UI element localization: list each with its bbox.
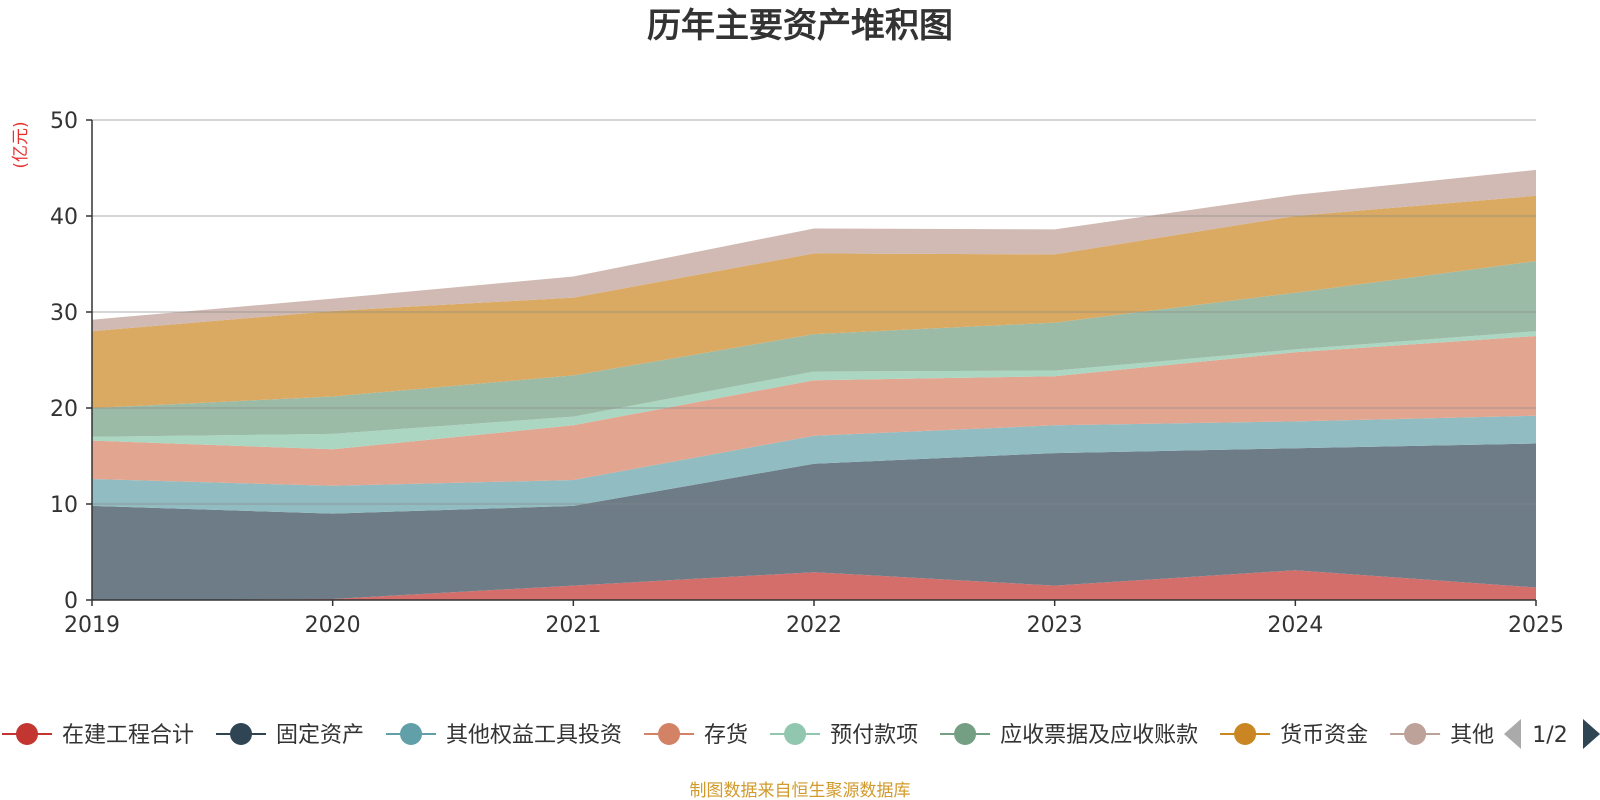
area-series-4 — [92, 331, 1536, 450]
area-series — [92, 169, 1536, 600]
y-tick-label: 10 — [50, 493, 78, 518]
y-tick-label: 0 — [64, 589, 78, 614]
area-series-3 — [92, 336, 1536, 486]
legend-item-3[interactable]: 存货 — [644, 723, 748, 748]
legend-marker — [16, 723, 38, 745]
x-tick-label: 2025 — [1508, 613, 1564, 638]
area-series-2 — [92, 415, 1536, 514]
area-series-6 — [92, 195, 1536, 408]
y-tick-label: 30 — [50, 301, 78, 326]
legend-item-0[interactable]: 在建工程合计 — [2, 723, 194, 748]
legend-item-6[interactable]: 货币资金 — [1220, 723, 1368, 748]
legend-label: 应收票据及应收账款 — [1000, 723, 1198, 748]
x-tick-label: 2021 — [545, 613, 601, 638]
axes: 0 10 20 30 40 50 2019 2020 2021 2022 2023 2024 2025 — [50, 109, 1564, 638]
legend-label: 在建工程合计 — [62, 723, 194, 748]
y-tick-label: 40 — [50, 205, 78, 230]
legend-label: 固定资产 — [276, 723, 364, 748]
legend-marker — [954, 723, 977, 745]
legend-marker — [1234, 723, 1257, 745]
x-tick-label: 2020 — [305, 613, 361, 638]
legend-marker — [400, 723, 423, 745]
legend-marker — [230, 723, 253, 745]
legend: 在建工程合计 固定资产 其他权益工具投资 存货 预付款项 应收票据及应收账款 货币资金 其他 1… — [2, 719, 1600, 749]
legend-page-indicator: 1/2 — [1532, 723, 1567, 748]
legend-label: 预付款项 — [830, 723, 918, 748]
legend-item-2[interactable]: 其他权益工具投资 — [386, 723, 622, 748]
legend-item-4[interactable]: 预付款项 — [770, 723, 918, 748]
x-tick-label: 2019 — [64, 613, 120, 638]
area-series-1 — [92, 443, 1536, 600]
y-axis-unit-label: (亿元) — [11, 121, 31, 168]
y-tick-label: 50 — [50, 109, 78, 134]
legend-prev-page-icon[interactable] — [1504, 719, 1521, 749]
area-series-7 — [92, 169, 1536, 332]
legend-item-1[interactable]: 固定资产 — [216, 723, 364, 748]
legend-marker — [658, 723, 681, 745]
legend-next-page-icon[interactable] — [1583, 719, 1600, 749]
legend-item-5[interactable]: 应收票据及应收账款 — [940, 723, 1198, 748]
chart-title: 历年主要资产堆积图 — [647, 6, 953, 46]
grid-lines — [92, 119, 1536, 505]
legend-label: 其他 — [1450, 723, 1494, 748]
source-note: 制图数据来自恒生聚源数据库 — [690, 781, 911, 800]
x-tick-label: 2024 — [1267, 613, 1323, 638]
legend-label: 其他权益工具投资 — [446, 723, 622, 748]
legend-label: 存货 — [704, 723, 748, 748]
legend-marker — [784, 723, 807, 745]
y-tick-label: 20 — [50, 397, 78, 422]
legend-marker — [1404, 723, 1427, 745]
x-tick-label: 2022 — [786, 613, 842, 638]
area-series-0 — [92, 570, 1536, 600]
legend-label: 货币资金 — [1280, 723, 1368, 748]
area-series-5 — [92, 261, 1536, 437]
x-tick-label: 2023 — [1027, 613, 1083, 638]
legend-item-7[interactable]: 其他 — [1390, 723, 1494, 748]
